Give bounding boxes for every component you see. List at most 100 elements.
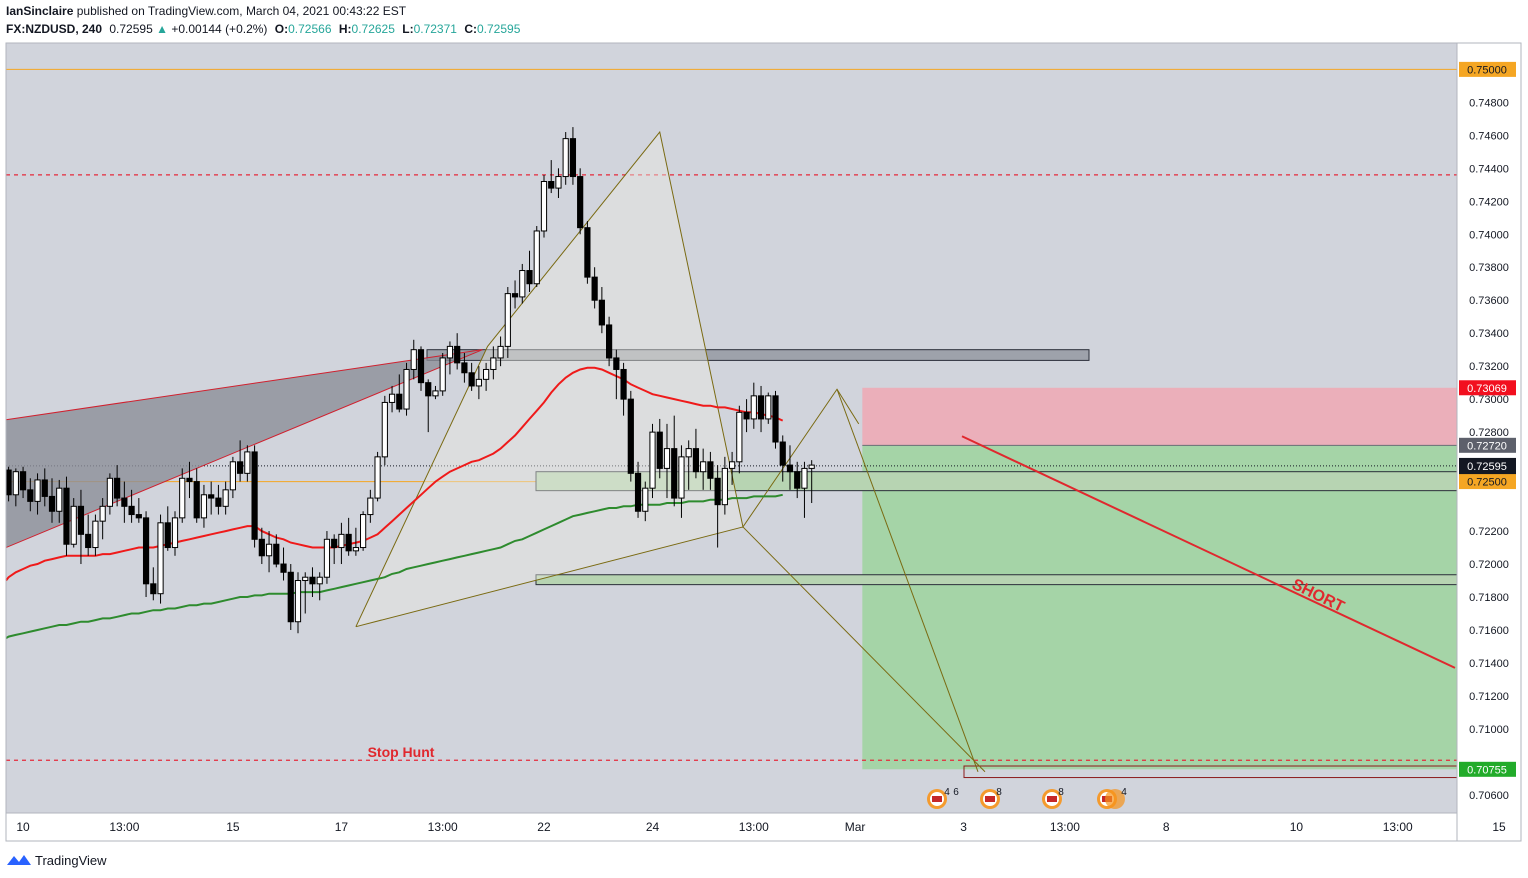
candle[interactable] — [48, 478, 56, 523]
take-profit-zone[interactable] — [862, 445, 1457, 770]
candle[interactable] — [294, 572, 302, 634]
candle[interactable] — [446, 341, 454, 375]
candle[interactable] — [237, 440, 244, 482]
candle[interactable] — [34, 473, 41, 515]
candle[interactable] — [454, 333, 461, 370]
stop-loss-zone[interactable] — [862, 387, 1457, 446]
candle[interactable] — [750, 382, 757, 429]
price-tag[interactable]: 0.70755 — [1459, 761, 1516, 777]
candle[interactable] — [729, 451, 736, 485]
candle[interactable] — [483, 362, 490, 391]
candle[interactable] — [475, 366, 482, 400]
candle[interactable] — [229, 456, 236, 499]
candle[interactable] — [338, 522, 345, 565]
candle[interactable] — [12, 468, 19, 507]
candle[interactable] — [352, 527, 359, 556]
candle[interactable] — [360, 511, 367, 551]
candle[interactable] — [490, 346, 497, 380]
candle[interactable] — [649, 423, 656, 499]
candle[interactable] — [540, 174, 548, 238]
candle[interactable] — [27, 478, 34, 512]
candle[interactable] — [555, 168, 562, 198]
ema-fast-line[interactable] — [5, 366, 784, 582]
candle[interactable] — [721, 456, 728, 515]
candle[interactable] — [627, 390, 634, 482]
candle[interactable] — [620, 362, 627, 416]
candle[interactable] — [743, 399, 750, 433]
candle[interactable] — [425, 379, 432, 433]
candle[interactable] — [150, 567, 157, 601]
candle[interactable] — [432, 385, 439, 400]
candle[interactable] — [171, 511, 179, 556]
candle[interactable] — [461, 352, 468, 383]
candle[interactable] — [70, 498, 77, 548]
supply-zone-box[interactable] — [426, 349, 1090, 361]
candle[interactable] — [765, 392, 772, 424]
candle[interactable] — [663, 423, 671, 499]
economic-event-icon[interactable]: 8 — [980, 787, 1002, 809]
candle[interactable] — [808, 460, 815, 504]
candle[interactable] — [41, 468, 48, 507]
economic-event-icon[interactable]: 8 — [1042, 787, 1064, 809]
candle[interactable] — [736, 405, 743, 474]
candle[interactable] — [584, 221, 591, 284]
candle[interactable] — [786, 445, 794, 490]
candle[interactable] — [99, 498, 106, 540]
candle[interactable] — [316, 572, 323, 601]
candle[interactable] — [656, 418, 663, 479]
candle[interactable] — [265, 531, 273, 573]
zigzag-pattern-line[interactable] — [355, 130, 860, 627]
candle[interactable] — [714, 465, 721, 548]
candle[interactable] — [634, 461, 642, 518]
candle[interactable] — [186, 461, 193, 499]
candle[interactable] — [417, 346, 425, 391]
author-name[interactable]: IanSinclaire — [6, 4, 74, 18]
candle[interactable] — [692, 428, 700, 479]
candle[interactable] — [142, 511, 150, 598]
candle[interactable] — [280, 547, 287, 581]
candle[interactable] — [19, 466, 27, 499]
candle[interactable] — [396, 374, 403, 413]
candle[interactable] — [56, 479, 63, 523]
candle[interactable] — [135, 498, 142, 523]
candle[interactable] — [374, 451, 381, 502]
candle[interactable] — [179, 468, 186, 523]
candle[interactable] — [410, 339, 417, 380]
candle[interactable] — [251, 445, 258, 548]
candle[interactable] — [403, 362, 410, 416]
pattern-base-line[interactable] — [355, 526, 744, 628]
ema-slow-line[interactable] — [5, 493, 783, 640]
candle[interactable] — [200, 484, 208, 528]
candle[interactable] — [497, 336, 504, 367]
candle[interactable] — [519, 263, 526, 304]
short-trend-line[interactable] — [961, 435, 1456, 669]
candle[interactable] — [222, 481, 229, 515]
demand-zone-box[interactable] — [535, 574, 1458, 586]
candle[interactable] — [208, 481, 215, 515]
candle[interactable] — [121, 481, 128, 523]
candle[interactable] — [801, 461, 808, 518]
candle[interactable] — [244, 445, 251, 482]
candle[interactable] — [157, 514, 164, 604]
candle[interactable] — [757, 385, 765, 433]
candle[interactable] — [562, 132, 569, 185]
candle[interactable] — [533, 226, 540, 288]
candle[interactable] — [331, 534, 338, 565]
candle[interactable] — [63, 476, 70, 556]
stop-hunt-label[interactable]: Stop Hunt — [368, 744, 435, 760]
price-tag[interactable]: 0.75000 — [1459, 61, 1516, 77]
candle[interactable] — [468, 362, 475, 391]
price-tag[interactable]: 0.73069 — [1459, 380, 1516, 396]
candle[interactable] — [548, 160, 555, 194]
candle[interactable] — [128, 489, 135, 523]
candle[interactable] — [258, 527, 265, 565]
candle[interactable] — [779, 435, 786, 482]
candle[interactable] — [569, 127, 577, 185]
candle[interactable] — [772, 390, 779, 449]
candle[interactable] — [613, 349, 620, 400]
candle[interactable] — [215, 484, 222, 515]
symbol-label[interactable]: FX:NZDUSD, 240 — [6, 22, 103, 36]
candle[interactable] — [345, 517, 352, 556]
